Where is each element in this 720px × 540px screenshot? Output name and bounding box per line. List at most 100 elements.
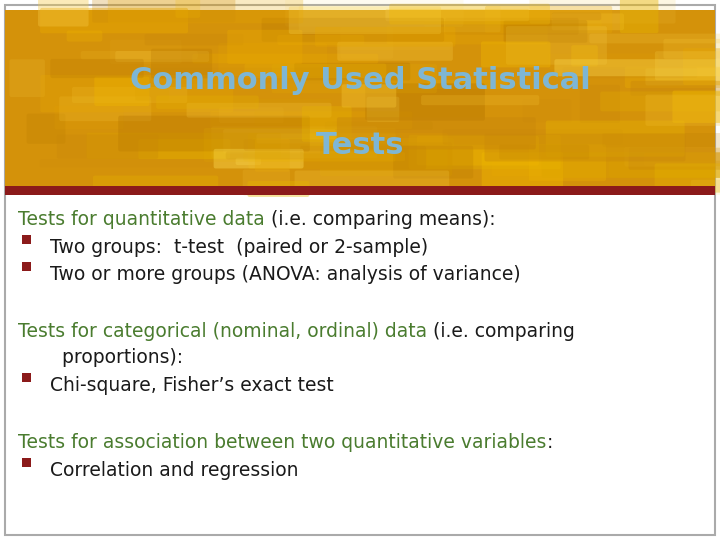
FancyBboxPatch shape [118,116,310,151]
FancyBboxPatch shape [485,6,612,33]
FancyBboxPatch shape [390,4,550,24]
FancyBboxPatch shape [546,120,685,157]
FancyBboxPatch shape [302,106,351,142]
FancyBboxPatch shape [663,39,720,59]
FancyBboxPatch shape [245,64,387,78]
FancyBboxPatch shape [5,186,715,195]
FancyBboxPatch shape [135,87,169,100]
FancyBboxPatch shape [443,130,623,145]
FancyBboxPatch shape [529,0,675,24]
FancyBboxPatch shape [672,91,720,123]
FancyBboxPatch shape [336,43,450,50]
FancyBboxPatch shape [492,156,560,176]
FancyBboxPatch shape [366,97,400,122]
FancyBboxPatch shape [552,14,624,30]
FancyBboxPatch shape [92,0,235,23]
Text: Commonly Used Statistical: Commonly Used Statistical [130,66,590,95]
FancyBboxPatch shape [145,34,243,45]
FancyBboxPatch shape [214,149,304,168]
FancyBboxPatch shape [359,132,398,142]
FancyBboxPatch shape [600,91,720,111]
Text: (i.e. comparing means):: (i.e. comparing means): [271,210,495,229]
FancyBboxPatch shape [589,33,720,43]
Text: Tests for association between two quantitative variables: Tests for association between two quanti… [18,434,546,453]
FancyBboxPatch shape [244,139,402,151]
FancyBboxPatch shape [211,126,377,158]
FancyBboxPatch shape [424,20,602,27]
FancyBboxPatch shape [255,99,332,125]
FancyBboxPatch shape [243,170,290,195]
FancyBboxPatch shape [5,5,715,535]
FancyBboxPatch shape [654,164,720,193]
FancyBboxPatch shape [609,160,720,178]
FancyBboxPatch shape [277,35,364,45]
FancyBboxPatch shape [140,68,342,84]
FancyBboxPatch shape [110,40,181,64]
FancyBboxPatch shape [223,129,336,153]
FancyBboxPatch shape [294,63,410,80]
FancyBboxPatch shape [428,80,508,89]
FancyBboxPatch shape [192,53,378,63]
FancyBboxPatch shape [176,0,200,18]
FancyBboxPatch shape [50,59,144,78]
FancyBboxPatch shape [243,152,405,161]
FancyBboxPatch shape [393,146,473,178]
FancyBboxPatch shape [631,81,720,96]
FancyBboxPatch shape [580,85,620,123]
FancyBboxPatch shape [252,138,454,148]
FancyBboxPatch shape [499,145,589,159]
FancyBboxPatch shape [204,128,395,162]
FancyBboxPatch shape [235,158,261,165]
FancyBboxPatch shape [571,45,598,66]
FancyBboxPatch shape [624,147,720,167]
Text: (i.e. comparing: (i.e. comparing [433,322,575,341]
FancyBboxPatch shape [156,96,258,109]
FancyBboxPatch shape [138,139,230,159]
FancyBboxPatch shape [315,27,456,46]
FancyBboxPatch shape [255,139,290,172]
FancyBboxPatch shape [115,51,209,62]
FancyBboxPatch shape [554,59,720,76]
FancyBboxPatch shape [67,31,102,42]
Text: Tests for quantitative data: Tests for quantitative data [18,210,271,229]
FancyBboxPatch shape [625,67,720,88]
FancyBboxPatch shape [72,87,187,103]
FancyBboxPatch shape [387,25,548,44]
Text: Chi-square, Fisher’s exact test: Chi-square, Fisher’s exact test [50,376,334,395]
FancyBboxPatch shape [294,171,449,188]
FancyBboxPatch shape [645,68,720,85]
FancyBboxPatch shape [271,64,437,93]
FancyBboxPatch shape [548,53,659,69]
FancyBboxPatch shape [226,152,304,159]
FancyBboxPatch shape [620,0,658,33]
FancyBboxPatch shape [261,18,444,42]
FancyBboxPatch shape [218,43,327,76]
FancyBboxPatch shape [186,103,331,118]
Text: :: : [546,434,553,453]
FancyBboxPatch shape [248,133,448,169]
FancyBboxPatch shape [27,113,66,144]
FancyBboxPatch shape [552,12,601,21]
FancyBboxPatch shape [55,106,123,130]
FancyBboxPatch shape [481,42,550,68]
Text: Two groups:  t-test  (paired or 2-sample): Two groups: t-test (paired or 2-sample) [50,238,428,257]
FancyBboxPatch shape [325,122,433,130]
Text: Tests: Tests [316,131,404,159]
FancyBboxPatch shape [683,48,720,85]
FancyBboxPatch shape [603,133,720,147]
FancyBboxPatch shape [417,136,539,166]
FancyBboxPatch shape [341,27,393,59]
FancyBboxPatch shape [482,152,563,188]
FancyBboxPatch shape [299,5,500,32]
FancyBboxPatch shape [563,67,697,78]
FancyBboxPatch shape [210,111,413,130]
FancyBboxPatch shape [421,95,539,105]
FancyBboxPatch shape [219,107,284,123]
FancyBboxPatch shape [445,18,579,35]
FancyBboxPatch shape [285,0,464,26]
FancyBboxPatch shape [523,99,572,123]
Text: Correlation and regression: Correlation and regression [50,461,299,481]
FancyBboxPatch shape [93,176,218,194]
Text: proportions):: proportions): [38,348,183,367]
FancyBboxPatch shape [385,9,529,21]
